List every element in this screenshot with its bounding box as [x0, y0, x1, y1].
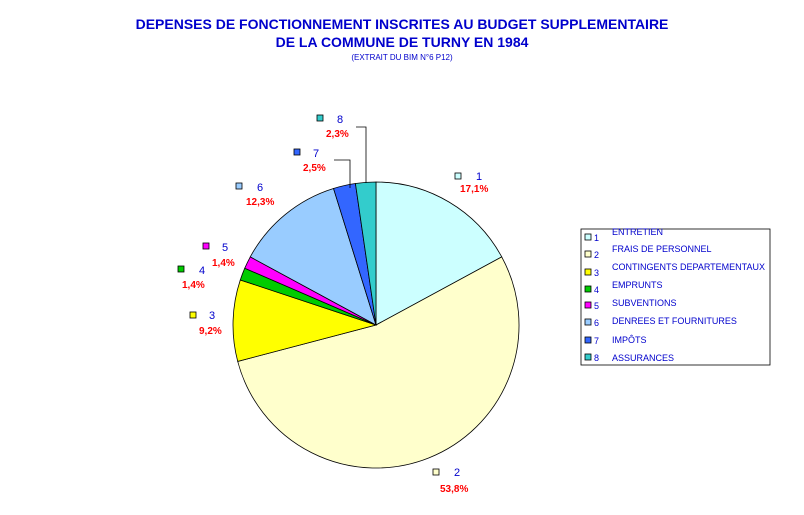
legend-label-6: DENREES ET FOURNITURES — [612, 316, 737, 326]
legend-number-6: 6 — [594, 318, 599, 328]
chart-title-line2: DE LA COMMUNE DE TURNY EN 1984 — [275, 34, 529, 50]
slice-marker-3 — [189, 311, 197, 319]
slice-percent-8: 2,3% — [326, 129, 349, 140]
leader-line-7 — [334, 159, 351, 188]
slice-number-1: 1 — [476, 171, 482, 183]
pie-slice-2 — [237, 256, 520, 469]
slice-number-2: 2 — [454, 467, 460, 479]
legend-swatch-8 — [584, 353, 592, 361]
legend-label-3: CONTINGENTS DEPARTEMENTAUX — [612, 262, 765, 272]
slice-percent-6: 12,3% — [246, 197, 274, 208]
legend-number-5: 5 — [594, 301, 599, 311]
legend-label-7: IMPÔTS — [612, 335, 647, 345]
legend-label-5: SUBVENTIONS — [612, 298, 677, 308]
chart-subtitle: (EXTRAIT DU BIM N°6 P12) — [351, 53, 453, 62]
legend-label-2: FRAIS DE PERSONNEL — [612, 244, 712, 254]
slice-percent-2: 53,8% — [440, 484, 468, 495]
legend-number-2: 2 — [594, 250, 599, 260]
slice-percent-5: 1,4% — [212, 258, 235, 269]
legend-number-8: 8 — [594, 353, 599, 363]
pie-slice-6 — [249, 187, 377, 326]
legend-number-7: 7 — [594, 336, 599, 346]
legend-swatch-3 — [584, 268, 592, 276]
legend-box — [580, 228, 771, 366]
slice-number-7: 7 — [313, 148, 319, 160]
legend-swatch-1 — [584, 233, 592, 241]
slice-number-5: 5 — [222, 242, 228, 254]
legend-number-4: 4 — [594, 285, 599, 295]
slice-number-3: 3 — [209, 310, 215, 322]
legend-label-8: ASSURANCES — [612, 353, 674, 363]
pie-slice-1 — [375, 181, 503, 326]
pie-slice-3 — [232, 279, 378, 362]
legend-swatch-6 — [584, 318, 592, 326]
legend-number-3: 3 — [594, 268, 599, 278]
slice-marker-7 — [293, 148, 301, 156]
slice-number-4: 4 — [199, 265, 205, 277]
slice-percent-7: 2,5% — [303, 163, 326, 174]
slice-marker-6 — [235, 182, 243, 190]
slice-percent-4: 1,4% — [182, 280, 205, 291]
slice-percent-1: 17,1% — [460, 184, 488, 195]
legend-swatch-7 — [584, 336, 592, 344]
legend-number-1: 1 — [594, 233, 599, 243]
slice-marker-8 — [316, 114, 324, 122]
chart-title: DEPENSES DE FONCTIONNEMENT INSCRITES AU … — [135, 16, 669, 32]
slice-marker-1 — [454, 172, 462, 180]
slice-number-8: 8 — [337, 114, 343, 126]
legend-swatch-2 — [584, 250, 592, 258]
legend-label-4: EMPRUNTS — [612, 280, 663, 290]
slice-marker-4 — [177, 265, 185, 273]
legend-swatch-5 — [584, 301, 592, 309]
slice-number-6: 6 — [257, 182, 263, 194]
legend-label-1: ENTRETIEN — [612, 227, 663, 237]
slice-marker-5 — [202, 242, 210, 250]
slice-marker-2 — [432, 468, 440, 476]
slice-percent-3: 9,2% — [199, 326, 222, 337]
legend-swatch-4 — [584, 285, 592, 293]
leader-line-8 — [356, 126, 367, 183]
